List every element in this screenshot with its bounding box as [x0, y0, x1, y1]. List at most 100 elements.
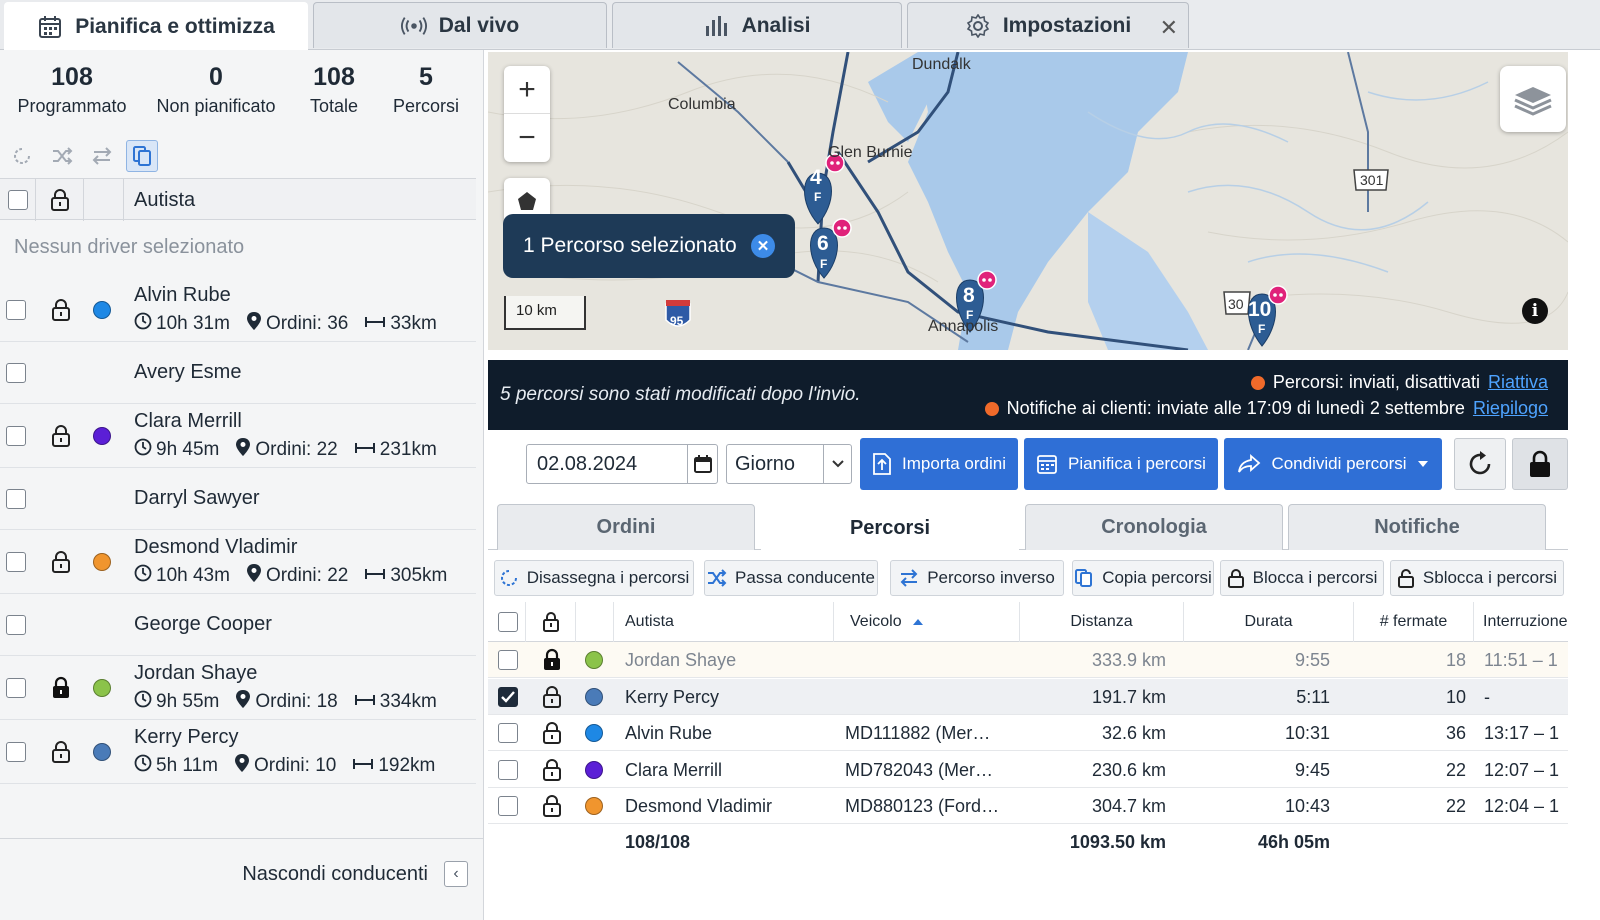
- cell-stops: 10: [1445, 686, 1466, 707]
- tab-plan-optimize[interactable]: Pianifica e ottimizza: [4, 2, 308, 50]
- driver-checkbox[interactable]: [6, 742, 26, 762]
- route-marker-number[interactable]: 6: [817, 232, 829, 255]
- top-tab-bar: Pianifica e ottimizza Dal vivo Analisi I…: [0, 0, 1600, 50]
- period-select[interactable]: Giorno: [726, 444, 852, 484]
- route-map[interactable]: Dundalk Columbia Glen Burnie Annapolis 9…: [488, 52, 1568, 350]
- tab-live[interactable]: Dal vivo: [313, 2, 607, 48]
- stat-value: 0: [209, 63, 223, 91]
- driver-checkbox[interactable]: [6, 426, 26, 446]
- table-row[interactable]: Jordan Shaye 333.9 km 9:55 18 11:51 – 1: [488, 642, 1568, 678]
- selection-text: 1 Percorso selezionato: [523, 234, 737, 257]
- switch-driver-button[interactable]: Passa conducente: [704, 560, 878, 596]
- tab-orders[interactable]: Ordini: [497, 504, 755, 550]
- lock-icon[interactable]: [541, 685, 563, 709]
- driver-list-header: Autista: [0, 178, 476, 221]
- map-pin-icon: [246, 311, 262, 337]
- driver-row[interactable]: George Cooper: [0, 594, 476, 656]
- route-marker-number[interactable]: 10: [1248, 298, 1272, 321]
- row-checkbox[interactable]: [498, 650, 518, 670]
- lock-routes-button[interactable]: Blocca i percorsi: [1220, 560, 1384, 596]
- col-driver[interactable]: Autista: [614, 602, 834, 642]
- share-routes-button[interactable]: Condividi percorsi: [1224, 438, 1442, 490]
- tab-routes[interactable]: Percorsi: [761, 504, 1019, 551]
- route-marker-number[interactable]: 8: [963, 284, 975, 307]
- summary-link[interactable]: Riepilogo: [1472, 398, 1548, 418]
- notice-notifications-status: Notifiche ai clienti: inviate alle 17:09…: [984, 398, 1548, 419]
- driver-row[interactable]: Desmond Vladimir 10h 43m Ordini: 22 305km: [0, 530, 476, 594]
- driver-checkbox[interactable]: [6, 678, 26, 698]
- col-break[interactable]: Interruzione: [1483, 613, 1568, 630]
- distance-icon: [364, 313, 386, 335]
- row-checkbox[interactable]: [498, 686, 518, 707]
- lock-icon[interactable]: [50, 424, 72, 448]
- driver-checkbox[interactable]: [6, 489, 26, 509]
- lock-icon[interactable]: [50, 298, 72, 322]
- driver-row[interactable]: Clara Merrill 9h 45m Ordini: 22 231km: [0, 404, 476, 468]
- header-checkbox-cell: [488, 602, 526, 642]
- col-distance[interactable]: Distanza: [1020, 602, 1184, 642]
- driver-row[interactable]: Kerry Percy 5h 11m Ordini: 10 192km: [0, 720, 476, 784]
- zoom-out-button[interactable]: −: [518, 121, 536, 154]
- lock-icon[interactable]: [541, 721, 563, 745]
- lock-icon[interactable]: [541, 758, 563, 782]
- driver-checkbox[interactable]: [6, 615, 26, 635]
- layers-button[interactable]: [1500, 66, 1566, 132]
- col-duration[interactable]: Durata: [1184, 602, 1354, 642]
- lock-icon[interactable]: [50, 550, 72, 574]
- table-row[interactable]: Desmond Vladimir MD880123 (Ford… 304.7 km 1…: [488, 788, 1568, 824]
- tab-history[interactable]: Cronologia: [1025, 504, 1283, 550]
- zoom-in-button[interactable]: +: [504, 66, 550, 114]
- collapse-button[interactable]: ‹: [444, 861, 468, 887]
- distance-icon: [354, 691, 376, 713]
- lock-icon[interactable]: [50, 676, 72, 700]
- reverse-route-button[interactable]: Percorso inverso: [890, 560, 1064, 596]
- driver-row[interactable]: Alvin Rube 10h 31m Ordini: 36 33km: [0, 278, 476, 342]
- select-all-checkbox[interactable]: [7, 190, 28, 210]
- import-orders-button[interactable]: Importa ordini: [860, 438, 1018, 490]
- refresh-icon[interactable]: [6, 140, 38, 172]
- route-color-dot: [585, 797, 603, 815]
- col-stops[interactable]: # fermate: [1354, 602, 1474, 642]
- cell-break: 11:51 – 1: [1484, 650, 1558, 670]
- route-marker-number[interactable]: 4: [810, 166, 822, 189]
- lock-button[interactable]: [1512, 438, 1568, 490]
- stat-label: Non pianificato: [156, 96, 276, 116]
- row-checkbox[interactable]: [498, 796, 518, 816]
- driver-row[interactable]: Jordan Shaye 9h 55m Ordini: 18 334km: [0, 656, 476, 720]
- select-all-rows-checkbox[interactable]: [498, 612, 518, 632]
- shuffle-icon[interactable]: [46, 140, 78, 172]
- tab-settings[interactable]: Impostazioni ✕: [907, 2, 1189, 48]
- clock-icon: [134, 312, 152, 336]
- lock-icon[interactable]: [541, 794, 563, 818]
- table-row[interactable]: Alvin Rube MD111882 (Mer… 32.6 km 10:31 36 13…: [488, 715, 1568, 751]
- stat-value: 108: [313, 63, 355, 91]
- calendar-icon[interactable]: [687, 445, 717, 483]
- info-icon[interactable]: i: [1522, 298, 1548, 324]
- driver-row[interactable]: Avery Esme: [0, 342, 476, 404]
- row-checkbox[interactable]: [498, 723, 518, 743]
- swap-icon[interactable]: [86, 140, 118, 172]
- close-icon[interactable]: ✕: [1159, 15, 1178, 40]
- plan-routes-button[interactable]: Pianifica i percorsi: [1024, 438, 1218, 490]
- driver-checkbox[interactable]: [6, 300, 26, 320]
- clear-selection-icon[interactable]: ✕: [751, 234, 775, 258]
- table-row[interactable]: Kerry Percy 191.7 km 5:11 10-: [488, 678, 1568, 715]
- driver-checkbox[interactable]: [6, 552, 26, 572]
- unlock-routes-button[interactable]: Sblocca i percorsi: [1390, 560, 1564, 596]
- refresh-button[interactable]: [1454, 438, 1506, 490]
- reactivate-link[interactable]: Riattiva: [1487, 372, 1548, 392]
- table-row[interactable]: Clara Merrill MD782043 (Mer… 230.6 km 9:45 2…: [488, 752, 1568, 788]
- lock-icon[interactable]: [50, 740, 72, 764]
- copy-routes-button[interactable]: Copia percorsi: [1072, 560, 1214, 596]
- row-checkbox[interactable]: [498, 759, 518, 780]
- tab-analytics[interactable]: Analisi: [612, 2, 902, 48]
- driver-row[interactable]: Darryl Sawyer: [0, 468, 476, 530]
- copy-icon[interactable]: [126, 140, 158, 172]
- col-vehicle[interactable]: Veicolo: [834, 602, 1020, 642]
- lock-icon[interactable]: [541, 648, 563, 672]
- driver-checkbox[interactable]: [6, 363, 26, 383]
- tab-notifications[interactable]: Notifiche: [1288, 504, 1546, 550]
- driver-toolbar: [6, 140, 158, 172]
- unassign-routes-button[interactable]: Disassegna i percorsi: [494, 560, 694, 596]
- date-field[interactable]: 02.08.2024: [526, 444, 718, 484]
